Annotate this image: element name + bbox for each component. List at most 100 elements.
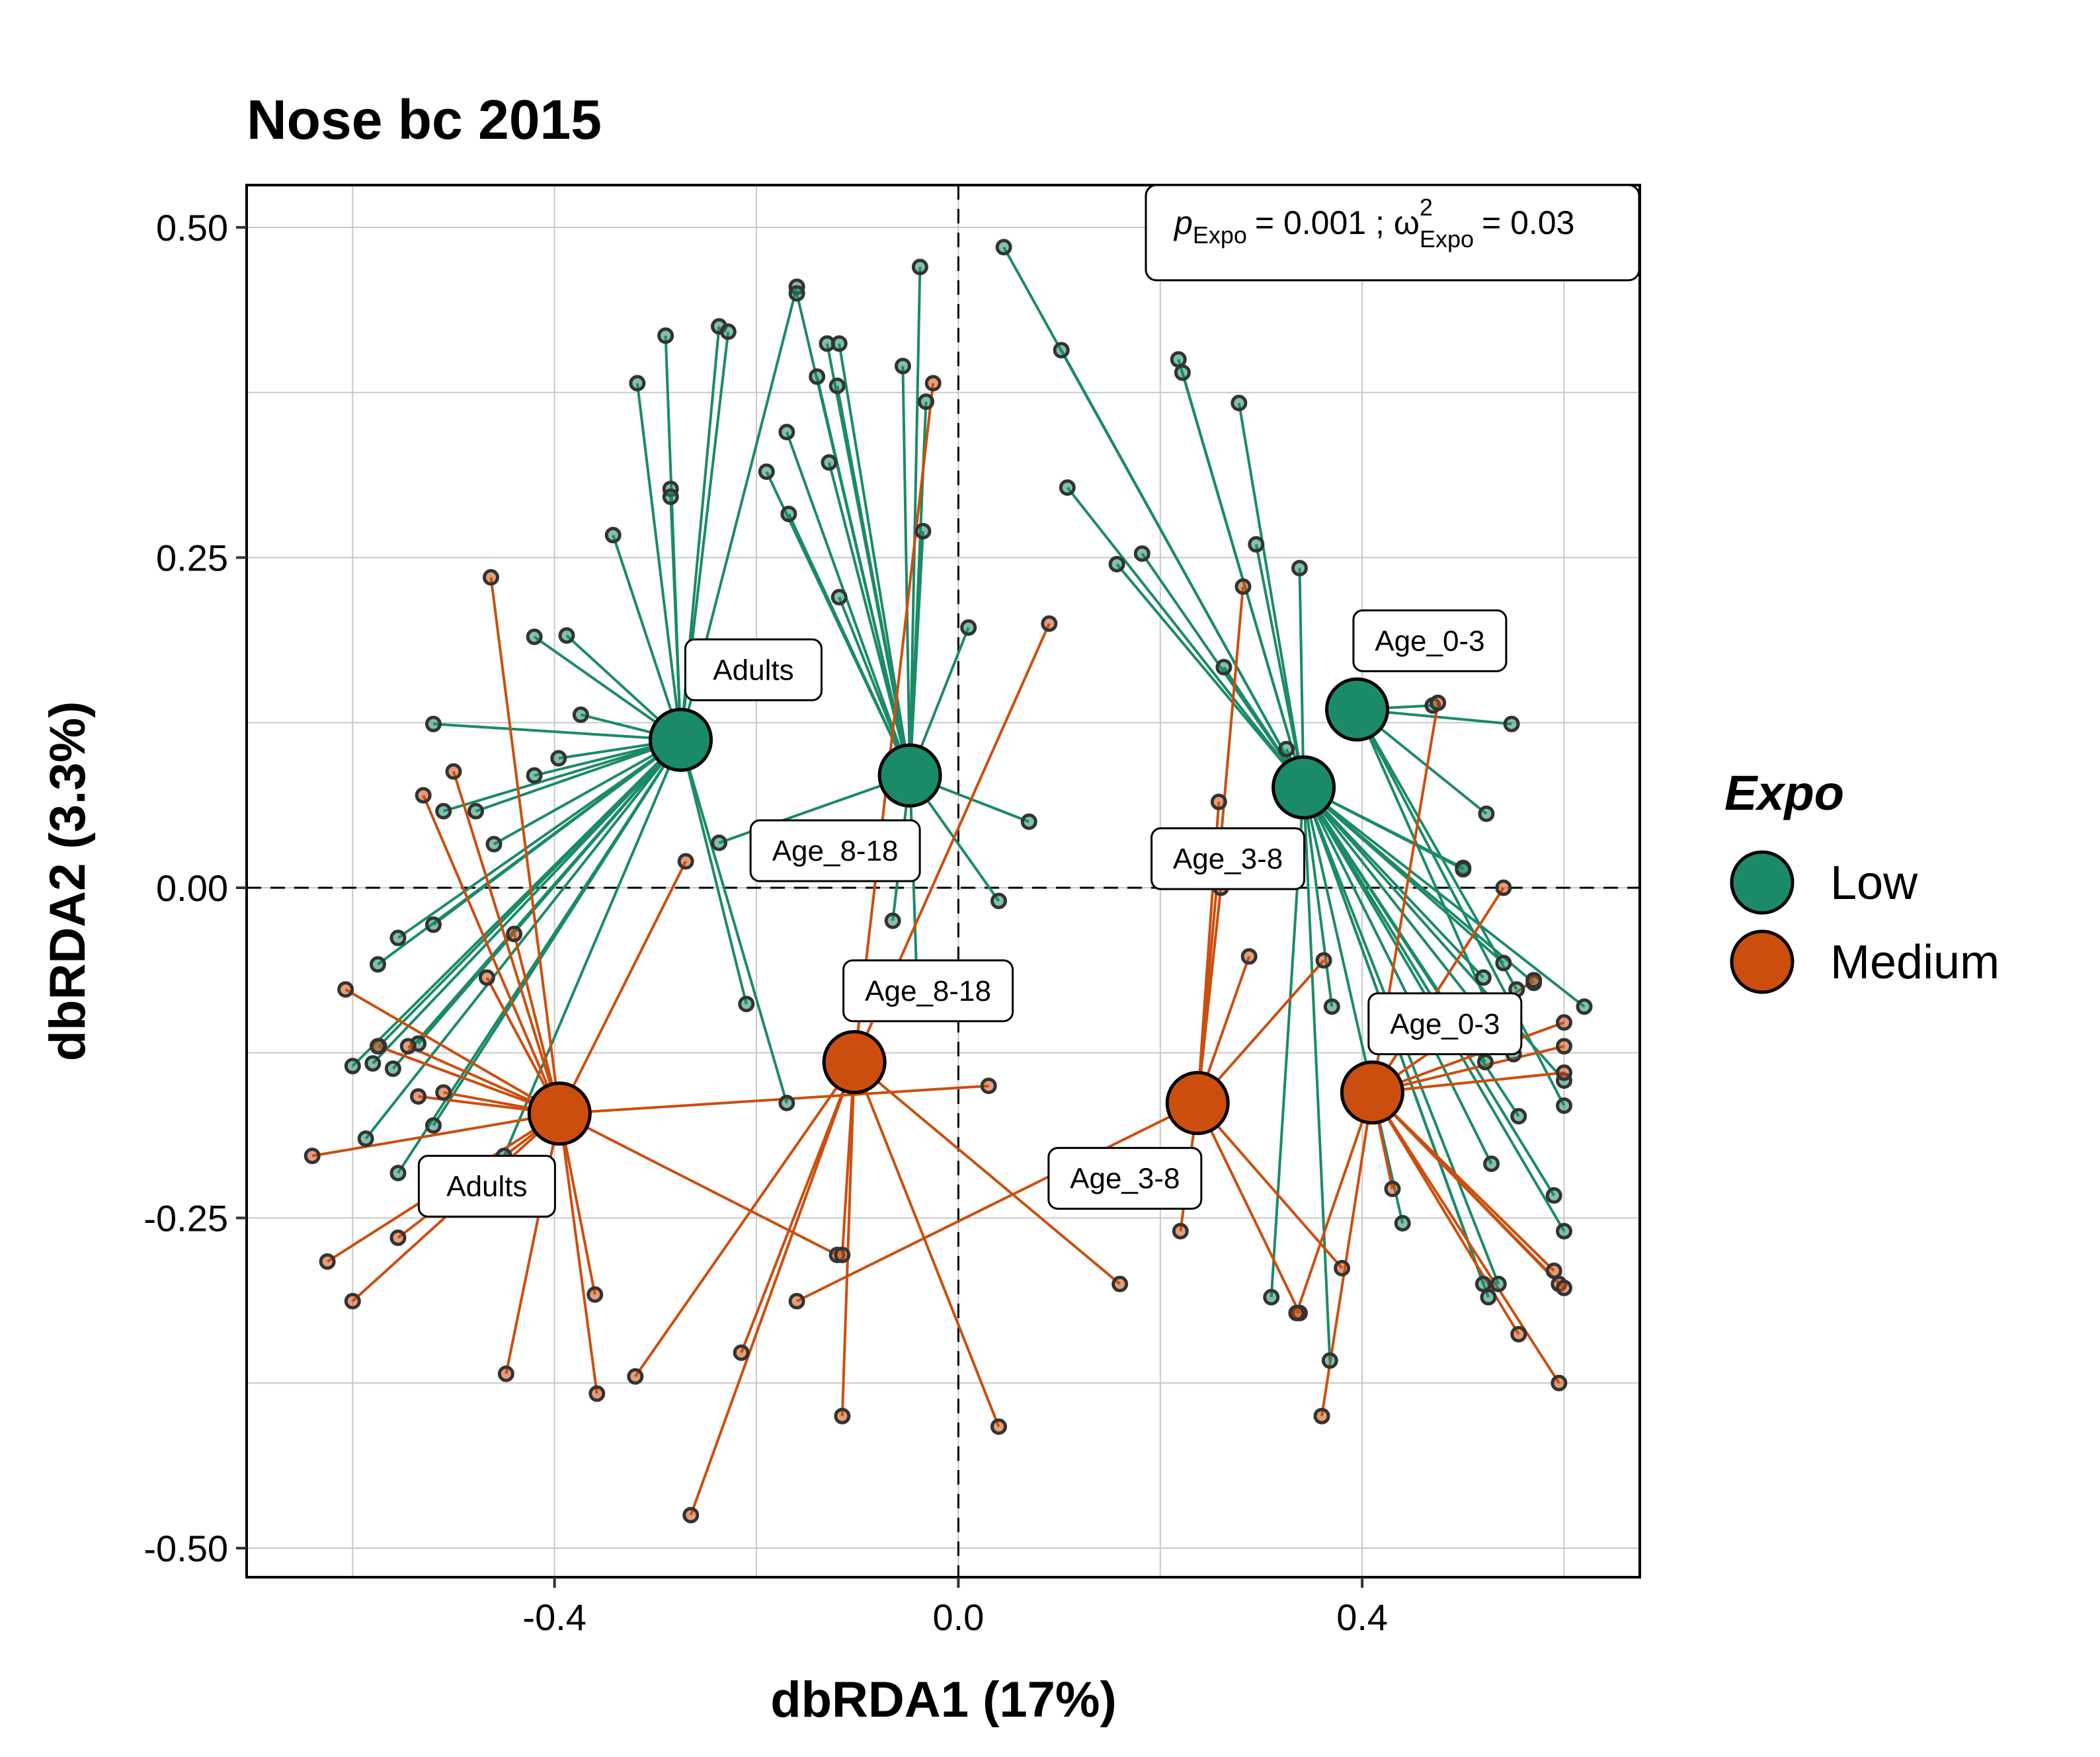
x-axis: -0.4 0.0 0.4 xyxy=(522,1577,1388,1638)
x-tick-label: 0.0 xyxy=(932,1596,984,1638)
grid xyxy=(247,185,1640,1577)
sample-point xyxy=(1555,1097,1572,1114)
sample-point xyxy=(1394,1215,1411,1232)
sample-point xyxy=(1210,793,1227,810)
group-label: Age_8-18 xyxy=(749,819,921,882)
sample-point xyxy=(1525,972,1543,989)
spider-segment xyxy=(1371,1091,1560,1384)
spider-segment xyxy=(1372,1071,1564,1094)
spider-segment xyxy=(1303,786,1586,1008)
legend-label-medium: Medium xyxy=(1830,936,1999,989)
sample-point xyxy=(497,1365,514,1382)
sample-point xyxy=(809,368,826,385)
sample-point xyxy=(629,375,646,392)
spider-segment xyxy=(377,1044,561,1115)
sample-point xyxy=(1474,1275,1492,1292)
p-subscript: Expo xyxy=(1193,221,1247,249)
sample-point xyxy=(1041,615,1058,632)
sample-point xyxy=(357,1130,374,1148)
sample-point xyxy=(1455,861,1472,878)
sample-point xyxy=(337,981,354,998)
sample-point xyxy=(1170,351,1187,368)
sample-point xyxy=(415,787,432,804)
spider-segment xyxy=(1196,887,1223,1103)
sample-point xyxy=(485,836,503,853)
spider-segment xyxy=(422,795,561,1114)
group-label-box xyxy=(1352,609,1508,672)
sample-point xyxy=(526,767,543,784)
sample-point xyxy=(550,750,567,767)
centroid-point xyxy=(1340,1060,1404,1125)
sample-point xyxy=(711,834,728,851)
sample-point xyxy=(990,892,1007,910)
sample-point xyxy=(788,1292,805,1309)
sample-point xyxy=(399,1038,417,1055)
group-label: Age_8-18 xyxy=(842,959,1014,1023)
spider-segment xyxy=(1355,709,1492,1011)
spider-segment xyxy=(311,1112,560,1157)
sample-point xyxy=(657,327,674,344)
sample-point xyxy=(834,1246,851,1263)
group-label-box xyxy=(417,1155,556,1218)
p-value: = 0.001 ; xyxy=(1255,204,1385,241)
sample-point xyxy=(1490,1275,1507,1292)
sample-point xyxy=(1430,694,1447,711)
group-label: Age_3-8 xyxy=(1047,1147,1203,1210)
sample-point xyxy=(1555,1222,1572,1239)
group-label-text: Age_8-18 xyxy=(865,975,991,1007)
spider-segment xyxy=(443,738,682,813)
sample-point xyxy=(1478,805,1495,822)
y-axis-label: dbRDA2 (3.3%) xyxy=(40,701,96,1062)
centroid-point xyxy=(527,1081,592,1146)
group-label-box xyxy=(1047,1147,1203,1210)
sample-point xyxy=(788,285,805,302)
spider-segment xyxy=(503,739,682,1157)
sample-point xyxy=(924,375,942,392)
sample-point xyxy=(1172,1222,1189,1239)
sample-point xyxy=(1555,1279,1572,1296)
sample-point xyxy=(1495,955,1512,972)
centroids xyxy=(527,677,1404,1146)
spider-segment xyxy=(505,1113,561,1374)
spider-segment xyxy=(853,1061,1121,1285)
spider-segment xyxy=(796,1101,1199,1303)
sample-point xyxy=(1476,1054,1494,1071)
sample-point xyxy=(1053,342,1070,359)
sample-point xyxy=(1174,364,1191,381)
sample-point xyxy=(369,1038,386,1055)
sample-point xyxy=(995,239,1012,256)
sample-point xyxy=(821,454,838,471)
y-tick-label: -0.25 xyxy=(143,1198,228,1239)
spider-segment xyxy=(432,739,682,1126)
group-label: Adults xyxy=(684,638,823,701)
y-tick-label: 0.50 xyxy=(156,207,228,249)
omega-subscript: Expo xyxy=(1420,225,1474,253)
sample-point xyxy=(435,1084,452,1101)
sample-point xyxy=(1555,1014,1572,1031)
sample-point xyxy=(1315,952,1332,969)
sample-point xyxy=(558,627,575,644)
spider-segment xyxy=(785,431,911,776)
sample-point xyxy=(778,424,795,441)
sample-point xyxy=(344,1292,361,1309)
sample-point xyxy=(914,523,932,540)
sample-point xyxy=(482,568,499,586)
sample-point xyxy=(1288,1304,1305,1321)
stats-annotation-box xyxy=(1145,184,1640,282)
y-tick-label: 0.00 xyxy=(156,867,228,909)
spider-segment xyxy=(1302,787,1334,1007)
centroid-point xyxy=(1324,677,1389,742)
legend-key-medium xyxy=(1730,929,1795,994)
sample-point xyxy=(526,628,543,645)
y-tick-label: 0.25 xyxy=(156,537,228,578)
sample-point xyxy=(424,715,442,732)
stats-annotation: pExpo = 0.001 ; ω2 Expo = 0.03 xyxy=(1145,184,1640,282)
centroid-point xyxy=(649,707,713,772)
spider-segment xyxy=(669,496,682,740)
group-label-text: Age_3-8 xyxy=(1173,843,1283,875)
spider-segment xyxy=(679,739,788,1104)
omega-superscript: 2 xyxy=(1420,194,1433,221)
spider-segment xyxy=(558,861,687,1114)
spider-segment xyxy=(452,771,561,1114)
sample-point xyxy=(733,1344,750,1361)
